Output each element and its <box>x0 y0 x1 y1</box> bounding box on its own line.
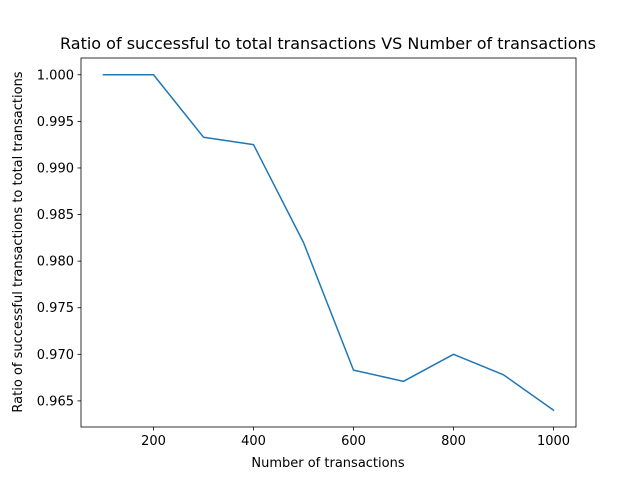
y-tick-label: 0.995 <box>37 115 74 130</box>
y-axis-label: Ratio of successful transactions to tota… <box>11 71 26 412</box>
chart-title: Ratio of successful to total transaction… <box>60 34 596 53</box>
series-line-0 <box>102 74 555 412</box>
y-tick-label: 0.990 <box>37 161 74 176</box>
y-tick-label: 1.000 <box>37 68 74 83</box>
x-tick-label: 400 <box>241 434 266 449</box>
y-tick-label: 0.970 <box>37 348 74 363</box>
x-tick-label: 600 <box>341 434 366 449</box>
axes-frame <box>80 57 577 428</box>
x-tick-label: 1000 <box>537 434 570 449</box>
plot-area: 200 400 600 800 1000 0.965 0.970 0.975 0.980 0.98… <box>37 57 577 449</box>
y-tick-label: 0.980 <box>37 255 74 270</box>
x-axis-label: Number of transactions <box>251 456 404 471</box>
y-tick-label: 0.985 <box>37 208 74 223</box>
y-tick-label: 0.975 <box>37 301 74 316</box>
y-tick-label: 0.965 <box>37 394 74 409</box>
x-tick-label: 200 <box>141 434 166 449</box>
x-tick-label: 800 <box>441 434 466 449</box>
